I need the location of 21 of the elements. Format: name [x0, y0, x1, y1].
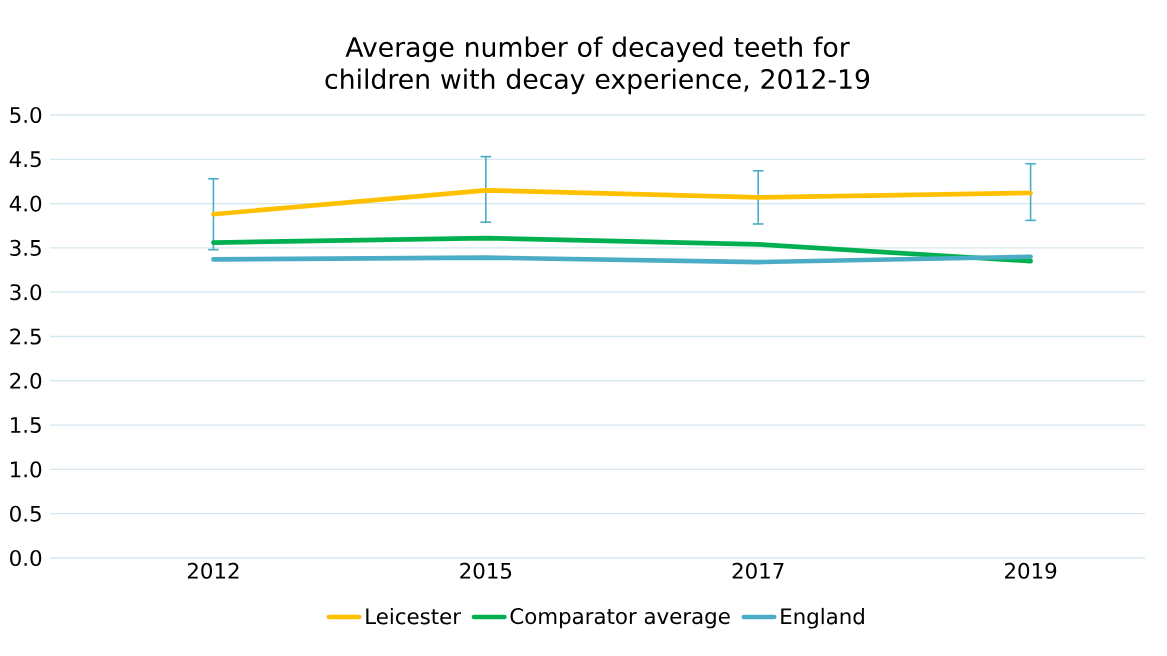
y-tick-label: 3.0 [10, 284, 42, 301]
y-tick-label: 0.5 [10, 505, 41, 522]
y-tick-label: 4.5 [9, 151, 41, 168]
x-tick-label: 2015 [460, 562, 512, 579]
y-tick-label: 5.0 [10, 106, 42, 124]
y-tick-label: 0.0 [10, 549, 42, 567]
line-series [211, 235, 1033, 264]
chart-title: Average number of decayed teeth for children with decay experience, 2012-19 [325, 36, 870, 95]
x-tick-label: 2017 [732, 562, 784, 579]
line-series [211, 187, 1033, 217]
y-tick-label: 2.0 [10, 372, 42, 389]
y-tick-label: 3.5 [10, 239, 41, 256]
y-tick-label: 1.5 [11, 417, 41, 434]
legend-label: Leicester [366, 607, 461, 625]
x-tick-label: 2019 [1005, 562, 1057, 579]
y-tick-label: 1.0 [11, 461, 42, 478]
y-tick-label: 4.0 [9, 195, 42, 212]
legend-label: Comparator average [510, 608, 730, 629]
legend-label: England [781, 607, 864, 629]
x-tick-label: 2012 [187, 562, 239, 579]
y-tick-label: 2.5 [10, 328, 41, 345]
